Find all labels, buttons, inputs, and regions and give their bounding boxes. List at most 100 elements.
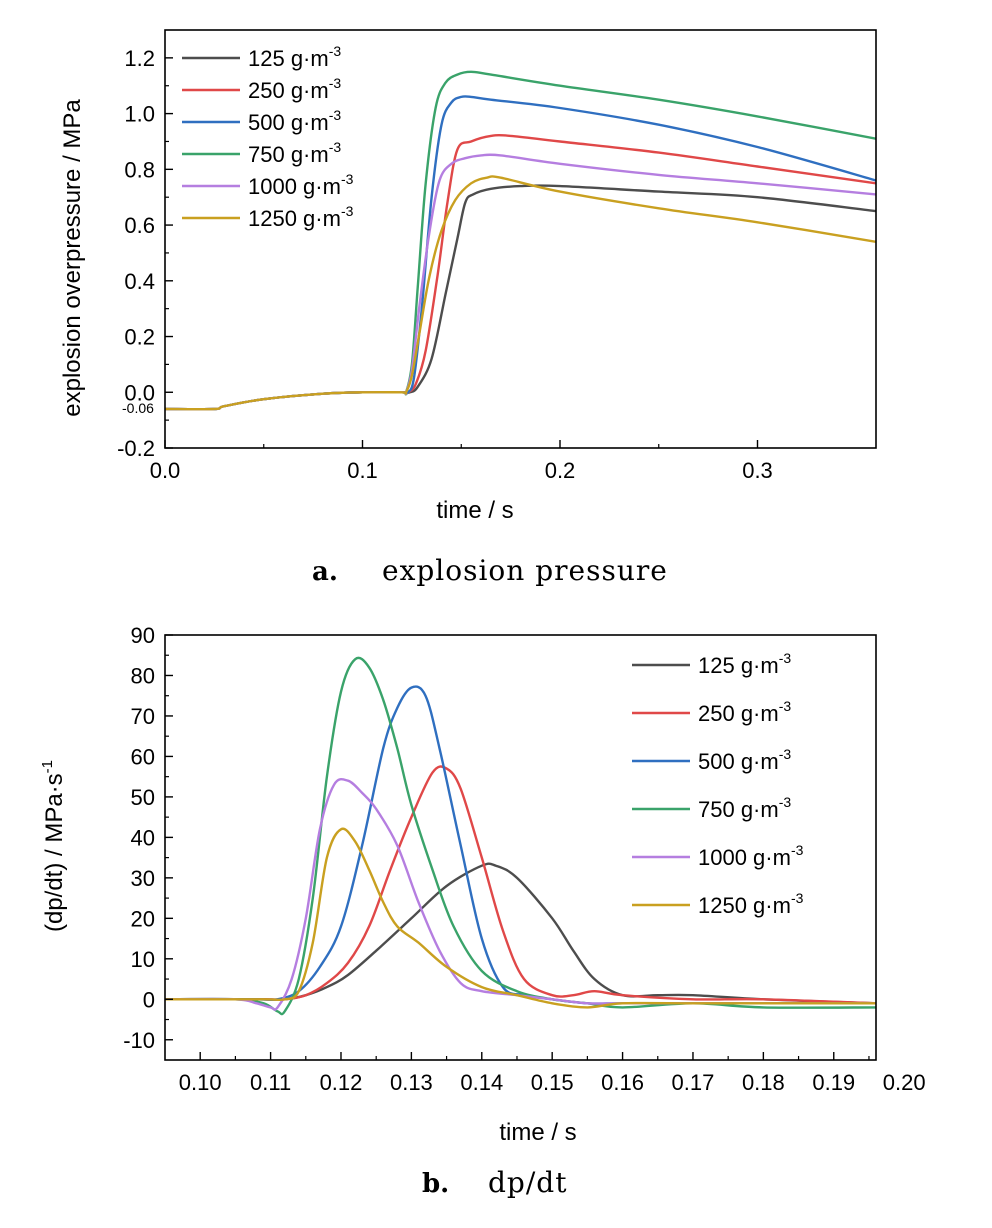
legend-label-text: 250 g·m (248, 78, 329, 103)
legend-label-sup: -3 (341, 203, 354, 219)
x-axis-label-a: time / s (436, 497, 513, 524)
y-tick-label-b: 70 (131, 704, 155, 729)
legend-item-a: 500 g·m-3 (182, 107, 341, 135)
legend-label-text: 1000 g·m (698, 845, 791, 870)
series-line-1000 (165, 778, 876, 1011)
y-axis-label-b-sup: -1 (39, 760, 56, 773)
legend-label-text: 750 g·m (248, 142, 329, 167)
legend-label-text: 1250 g·m (248, 206, 341, 231)
chart-panel-b: 0.10 0.11 0.12 0.13 0.14 0.15 0.16 0.17 0.18 0.19… (39, 623, 926, 1199)
y-tick-label-b: 20 (131, 906, 155, 931)
x-tick-label-a: 0.1 (347, 458, 378, 483)
axes-a: 0.0 0.1 0.2 0.3-0.20.00.20.40.60.81.01.2 (117, 29, 877, 483)
y-tick-label-b: 90 (131, 623, 155, 648)
series-line-125 (165, 862, 876, 1005)
legend-label-sup: -3 (779, 650, 792, 666)
legend-item-a: 1250 g·m-3 (182, 203, 354, 231)
x-tick-label-b: 0.13 (390, 1070, 433, 1095)
legend-label: 750 g·m-3 (698, 794, 791, 822)
legend-label: 500 g·m-3 (698, 746, 791, 774)
legend-label-sup: -3 (791, 842, 804, 858)
series-line-1250 (165, 827, 876, 1009)
legend-label-sup: -3 (329, 139, 342, 155)
caption-text-b: dp/dt (488, 1166, 567, 1199)
legend-label-text: 250 g·m (698, 701, 779, 726)
y-tick-label-b: 60 (131, 744, 155, 769)
legend-label-text: 500 g·m (698, 749, 779, 774)
legend-label: 1250 g·m-3 (248, 203, 354, 231)
y-axis-label-b-text: (dp/dt) / MPa·s (41, 773, 68, 932)
x-tick-label-b: 0.17 (672, 1070, 715, 1095)
y-tick-label-b: 30 (131, 866, 155, 891)
legend-label-sup: -3 (329, 75, 342, 91)
legend-label: 125 g·m-3 (248, 43, 341, 71)
legend-label: 250 g·m-3 (248, 75, 341, 103)
x-tick-label-a: 0.3 (742, 458, 773, 483)
annotation-neg-0-06: -0.06 (122, 400, 154, 416)
x-tick-label-a: 0.2 (545, 458, 576, 483)
legend-label-sup: -3 (341, 171, 354, 187)
y-tick-label-b: 0 (143, 987, 155, 1012)
legend-item-b: 1000 g·m-3 (632, 842, 804, 870)
y-axis-label-b: (dp/dt) / MPa·s-1 (39, 760, 68, 932)
legend-label-text: 125 g·m (698, 653, 779, 678)
legend-item-a: 250 g·m-3 (182, 75, 341, 103)
chart-panel-a: 0.0 0.1 0.2 0.3-0.20.00.20.40.60.81.01.2 -0… (59, 29, 877, 587)
caption-text-a: explosion pressure (382, 554, 668, 587)
caption-letter-a: a. (312, 557, 338, 587)
legend-label-sup: -3 (779, 698, 792, 714)
legend-item-a: 1000 g·m-3 (182, 171, 354, 199)
legend-label-sup: -3 (779, 794, 792, 810)
x-tick-label-b: 0.14 (460, 1070, 503, 1095)
y-tick-label-a: -0.2 (117, 436, 155, 461)
y-axis-label-a: explosion overpressure / MPa (59, 99, 86, 417)
x-tick-label-b: 0.19 (812, 1070, 855, 1095)
plot-area-b (165, 656, 876, 1016)
legend-label: 750 g·m-3 (248, 139, 341, 167)
y-tick-label-a: 0.8 (124, 157, 155, 182)
x-tick-label-b: 0.20 (883, 1070, 926, 1095)
x-tick-label-b: 0.10 (179, 1070, 222, 1095)
legend-label-sup: -3 (791, 890, 804, 906)
y-tick-label-b: 80 (131, 663, 155, 688)
legend-label: 125 g·m-3 (698, 650, 791, 678)
legend-item-b: 1250 g·m-3 (632, 890, 804, 918)
legend-item-b: 125 g·m-3 (632, 650, 791, 678)
legend-label-text: 750 g·m (698, 797, 779, 822)
y-tick-label-a: 1.2 (124, 46, 155, 71)
x-tick-label-a: 0.0 (150, 458, 181, 483)
legend-label-text: 125 g·m (248, 46, 329, 71)
legend-label-sup: -3 (329, 43, 342, 59)
plot-frame-a (164, 29, 877, 449)
legend-label-text: 500 g·m (248, 110, 329, 135)
legend-label: 500 g·m-3 (248, 107, 341, 135)
legend-item-a: 125 g·m-3 (182, 43, 341, 71)
y-tick-label-a: 0.2 (124, 325, 155, 350)
x-tick-label-b: 0.16 (601, 1070, 644, 1095)
legend-label: 1000 g·m-3 (698, 842, 804, 870)
series-line-1250 (165, 175, 876, 411)
plot-area-a (165, 70, 876, 411)
y-tick-label-a: 1.0 (124, 102, 155, 127)
caption-letter-b: b. (422, 1169, 449, 1199)
legend-item-b: 750 g·m-3 (632, 794, 791, 822)
x-tick-label-b: 0.15 (531, 1070, 574, 1095)
legend-item-a: 750 g·m-3 (182, 139, 341, 167)
legend-item-b: 250 g·m-3 (632, 698, 791, 726)
x-axis-label-b: time / s (499, 1119, 576, 1146)
x-tick-label-b: 0.18 (742, 1070, 785, 1095)
x-tick-label-b: 0.11 (250, 1070, 291, 1095)
legend-label-text: 1250 g·m (698, 893, 791, 918)
legend-label: 1250 g·m-3 (698, 890, 804, 918)
legend-item-b: 500 g·m-3 (632, 746, 791, 774)
y-tick-label-a: 0.0 (124, 380, 155, 405)
x-tick-label-b: 0.12 (320, 1070, 363, 1095)
plot-frame-b (164, 634, 877, 1061)
y-tick-label-b: -10 (123, 1028, 155, 1053)
legend-label-sup: -3 (779, 746, 792, 762)
axes-b: 0.10 0.11 0.12 0.13 0.14 0.15 0.16 0.17 0.18 0.19… (123, 623, 925, 1095)
legend-label: 1000 g·m-3 (248, 171, 354, 199)
